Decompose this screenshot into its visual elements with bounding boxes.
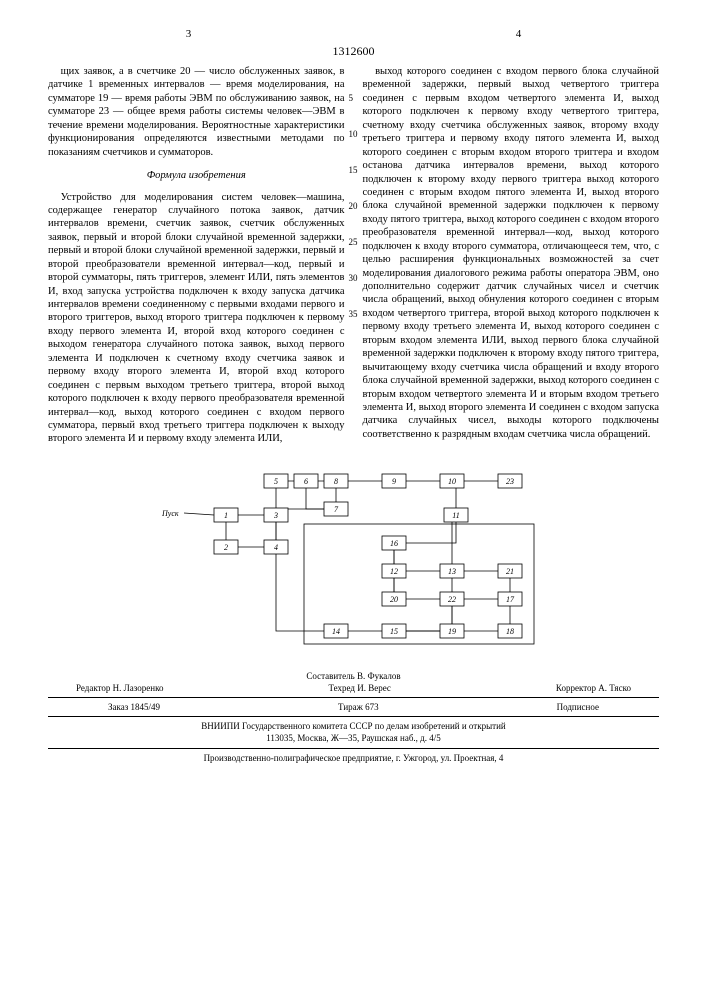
- left-para-1: щих заявок, а в счетчике 20 — число обсл…: [48, 65, 345, 159]
- line-marker: 15: [349, 165, 358, 177]
- right-column: 5101520253035 выход которого соединен с …: [363, 65, 660, 450]
- diagram-node-label: 20: [390, 595, 398, 604]
- line-marker: 10: [349, 129, 358, 141]
- order: Заказ 1845/49: [108, 701, 160, 713]
- diagram-node-label: 14: [332, 627, 340, 636]
- right-para: выход которого соединен с входом первого…: [363, 65, 660, 441]
- diagram-node-label: 1: [224, 511, 228, 520]
- diagram-node-label: 3: [273, 511, 278, 520]
- diagram-start-label: Пуск: [161, 509, 179, 518]
- left-para-2: Устройство для моделирования систем чело…: [48, 191, 345, 446]
- diagram-node-label: 12: [390, 567, 398, 576]
- footer-block: Составитель В. Фукалов Редактор Н. Лазор…: [48, 670, 659, 764]
- page-num-left: 3: [48, 28, 329, 40]
- org-line-3: Производственно-полиграфическое предприя…: [48, 752, 659, 764]
- subscr: Подписное: [557, 701, 599, 713]
- divider: [48, 697, 659, 698]
- diagram-node-label: 18: [506, 627, 514, 636]
- diagram-node-label: 9: [392, 477, 396, 486]
- line-marker: 5: [349, 93, 354, 105]
- corrector: Корректор А. Тяско: [556, 682, 631, 694]
- diagram-node-label: 19: [448, 627, 456, 636]
- diagram-node-label: 11: [452, 511, 459, 520]
- line-marker: 35: [349, 309, 358, 321]
- line-marker: 20: [349, 201, 358, 213]
- diagram-node-label: 5: [274, 477, 278, 486]
- diagram-node-label: 4: [274, 543, 278, 552]
- text-columns: щих заявок, а в счетчике 20 — число обсл…: [48, 65, 659, 450]
- compiler-line: Составитель В. Фукалов: [48, 670, 659, 682]
- diagram-node-label: 22: [448, 595, 456, 604]
- diagram-node-label: 17: [506, 595, 515, 604]
- tirazh: Тираж 673: [338, 701, 379, 713]
- diagram-node-label: 16: [390, 539, 398, 548]
- diagram-edge: [276, 547, 336, 631]
- formula-title: Формула изобретения: [48, 169, 345, 182]
- diagram-node-label: 21: [506, 567, 514, 576]
- techred: Техред И. Верес: [328, 682, 390, 694]
- column-headers: 3 4: [48, 28, 659, 40]
- divider: [48, 716, 659, 717]
- line-marker: 30: [349, 273, 358, 285]
- diagram-start-line: [184, 513, 214, 515]
- org-line-2: 113035, Москва, Ж—35, Раушская наб., д. …: [48, 732, 659, 744]
- diagram-node-label: 10: [448, 477, 456, 486]
- line-marker: 25: [349, 237, 358, 249]
- doc-number: 1312600: [48, 44, 659, 59]
- diagram-node-label: 8: [334, 477, 338, 486]
- diagram-node-label: 6: [304, 477, 308, 486]
- diagram-node-label: 15: [390, 627, 398, 636]
- divider: [48, 748, 659, 749]
- diagram-node-label: 23: [506, 477, 514, 486]
- diagram-node-label: 2: [224, 543, 228, 552]
- footer-row-1: Редактор Н. Лазоренко Техред И. Верес Ко…: [48, 682, 659, 694]
- left-column: щих заявок, а в счетчике 20 — число обсл…: [48, 65, 345, 450]
- diagram-node-label: 13: [448, 567, 456, 576]
- page-num-right: 4: [378, 28, 659, 40]
- page: 3 4 1312600 щих заявок, а в счетчике 20 …: [0, 0, 707, 788]
- editor: Редактор Н. Лазоренко: [76, 682, 163, 694]
- footer-row-2: Заказ 1845/49 Тираж 673 Подписное: [48, 701, 659, 713]
- org-line-1: ВНИИПИ Государственного комитета СССР по…: [48, 720, 659, 732]
- circuit-diagram: 5689102371311241612132120221714151918Пус…: [144, 464, 564, 654]
